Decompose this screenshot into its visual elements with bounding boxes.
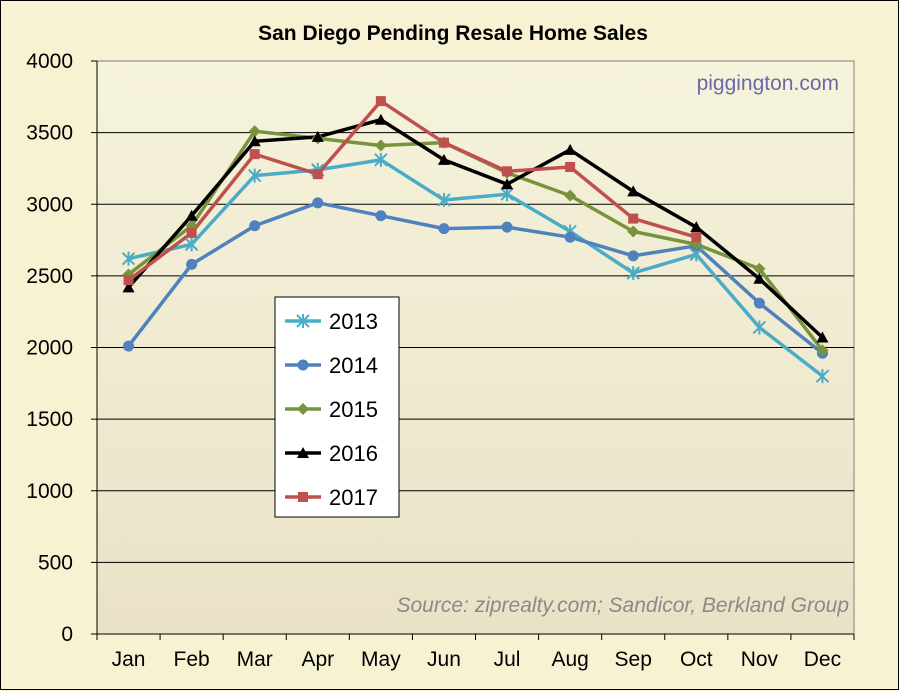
legend-label-2015: 2015 — [329, 397, 378, 422]
data-point-2013 — [815, 369, 830, 384]
data-point-2016 — [311, 130, 324, 142]
data-point-2017 — [123, 275, 134, 286]
x-tick-label: Sep — [615, 648, 652, 671]
data-point-2014 — [186, 258, 198, 270]
data-point-2013 — [752, 320, 767, 335]
data-point-2014 — [438, 223, 450, 235]
data-point-2014 — [375, 210, 387, 222]
data-point-2015 — [374, 139, 387, 152]
x-tick-label: May — [361, 648, 401, 671]
legend-label-2017: 2017 — [329, 485, 378, 510]
data-point-2016 — [437, 153, 450, 165]
data-point-2016 — [122, 281, 135, 293]
data-point-2016 — [816, 331, 829, 343]
legend-marker-2015 — [297, 403, 309, 415]
data-point-2015 — [753, 262, 766, 275]
x-axis: Jan Feb Mar Apr May Jun Jul Aug Sep Oct Nov Dec — [96, 633, 855, 671]
series-line-2013 — [128, 158, 824, 378]
data-point-2016 — [501, 178, 514, 190]
data-point-2016 — [564, 143, 577, 155]
data-point-2016 — [374, 113, 387, 125]
data-point-2014 — [501, 221, 513, 233]
data-point-2014 — [249, 220, 261, 232]
x-tick-label: Oct — [680, 648, 713, 671]
x-tick-label: Nov — [741, 648, 779, 671]
y-tick-label: 0 — [61, 623, 73, 646]
y-tick-label: 2500 — [26, 265, 73, 288]
data-point-2017 — [186, 227, 197, 238]
x-tick-label: Apr — [301, 648, 334, 671]
y-tick-label: 4000 — [26, 50, 73, 73]
data-point-2013 — [500, 187, 514, 202]
data-point-2013 — [374, 152, 388, 167]
legend-label-2013: 2013 — [329, 309, 378, 334]
data-point-2016 — [248, 135, 261, 147]
data-point-2017 — [691, 232, 702, 243]
data-point-2014 — [312, 197, 324, 209]
y-tick-label: 500 — [38, 551, 73, 574]
y-tick-label: 1000 — [26, 480, 73, 503]
data-point-2014 — [564, 231, 576, 243]
data-point-2014 — [627, 250, 639, 262]
data-point-2014 — [123, 340, 135, 352]
x-tick-label: Feb — [174, 648, 210, 671]
legend-label-2016: 2016 — [329, 441, 378, 466]
series-line-2014 — [127, 201, 824, 355]
legend-marker-2013 — [296, 314, 310, 328]
x-tick-label: Jun — [427, 648, 461, 671]
data-point-2013 — [121, 251, 136, 266]
data-point-2017 — [565, 162, 576, 173]
legend-marker-2017 — [298, 492, 308, 502]
data-point-2017 — [249, 149, 260, 160]
data-point-2017 — [628, 213, 639, 224]
x-tick-label: Aug — [551, 648, 588, 671]
x-tick-label: Jul — [494, 648, 521, 671]
legend-marker-2014 — [297, 359, 309, 371]
y-tick-label: 3500 — [26, 122, 73, 145]
data-point-2013 — [248, 168, 262, 183]
data-point-2016 — [753, 272, 766, 284]
data-point-2013 — [626, 266, 640, 281]
data-point-2017 — [438, 137, 449, 148]
data-point-2017 — [502, 166, 513, 177]
x-tick-label: Mar — [237, 648, 273, 671]
legend: 2013 2014 2015 2016 2017 — [274, 296, 400, 518]
data-point-2015 — [627, 225, 640, 238]
series-markers — [121, 96, 830, 384]
y-axis: 0 500 1000 1500 2000 2500 3000 3500 4000 — [26, 50, 98, 646]
y-tick-label: 3000 — [26, 193, 73, 216]
grid-lines — [97, 132, 854, 563]
y-tick-label: 1500 — [26, 408, 73, 431]
x-tick-label: Dec — [804, 648, 841, 671]
data-point-2013 — [437, 192, 451, 207]
source-text: Source: ziprealty.com; Sandicor, Berklan… — [397, 594, 850, 617]
data-point-2015 — [564, 189, 577, 202]
data-point-2015 — [816, 344, 829, 357]
data-point-2015 — [248, 125, 261, 138]
data-point-2016 — [185, 209, 198, 221]
legend-marker-2016 — [297, 447, 309, 458]
series-line-2016 — [127, 117, 824, 339]
x-tick-label: Jan — [112, 648, 146, 671]
legend-label-2014: 2014 — [329, 353, 378, 378]
watermark-text: piggington.com — [697, 72, 839, 95]
data-point-2013 — [184, 237, 199, 252]
data-point-2017 — [375, 96, 386, 107]
y-tick-label: 2000 — [26, 337, 73, 360]
data-point-2016 — [690, 221, 703, 233]
data-point-2014 — [753, 297, 765, 309]
series-lines — [127, 99, 824, 378]
chart-title: San Diego Pending Resale Home Sales — [258, 22, 648, 45]
legend-box — [274, 296, 400, 518]
data-point-2016 — [627, 185, 640, 197]
data-point-2017 — [312, 169, 323, 180]
series-line-2017 — [127, 99, 697, 282]
